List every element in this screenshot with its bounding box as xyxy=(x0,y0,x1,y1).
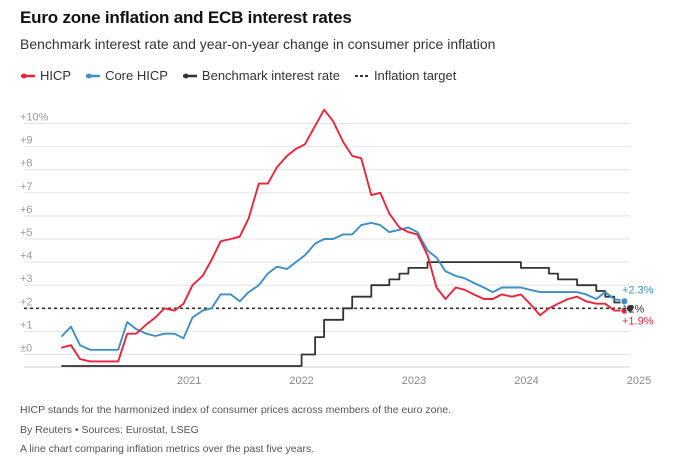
chart-subtitle: Benchmark interest rate and year-on-year… xyxy=(20,36,496,52)
end-marker-benchmark-interest-rate xyxy=(625,303,635,314)
x-tick-label: 2024 xyxy=(514,375,538,387)
x-tick-label: 2022 xyxy=(289,375,313,387)
end-labels: +2.3% +2%+1.9% xyxy=(622,284,654,327)
series-line-benchmark-interest-rate xyxy=(61,261,631,367)
end-markers xyxy=(620,297,635,315)
legend-item-hicp: HICP xyxy=(20,68,71,83)
legend-item-inflation-target: Inflation target xyxy=(354,68,456,83)
y-tick-label: +5 xyxy=(20,227,33,239)
legend-label-inflation-target: Inflation target xyxy=(373,68,457,83)
y-axis-tick-labels: ±0 +1 +2 +3 +4 +5 +6 +7 +8 +9 +10% xyxy=(20,112,49,355)
y-tick-label: +7 xyxy=(20,181,33,193)
y-tick-label: +1 xyxy=(20,319,33,331)
y-tick-label: +6 xyxy=(20,204,33,216)
legend-label-hicp: HICP xyxy=(40,68,72,83)
legend-item-benchmark-rate: Benchmark interest rate xyxy=(182,68,340,83)
series-line-hicp xyxy=(61,108,626,363)
legend-item-core-hicp: Core HICP xyxy=(85,68,168,83)
legend: HICP Core HICP Benchmark interest rate I… xyxy=(20,68,470,83)
legend-swatch-core-hicp xyxy=(86,73,101,78)
end-marker-core-hicp xyxy=(620,297,629,306)
legend-swatch-benchmark-rate xyxy=(182,73,197,78)
series-line-core-hicp xyxy=(61,221,626,351)
line-chart: ±0+1+2+3+4+5+6+7+8+9+10% 2021 2022 2023 202… xyxy=(20,108,654,387)
y-tick-label: +9 xyxy=(20,135,33,147)
y-tick-label: +3 xyxy=(20,273,33,285)
end-label-hicp: +1.9% xyxy=(622,316,654,328)
legend-label-benchmark-rate: Benchmark interest rate xyxy=(201,68,340,83)
end-label-benchmark-interest-rate: +2% xyxy=(622,303,645,315)
legend-swatch-inflation-target xyxy=(354,74,369,77)
end-label-core-hicp: +2.3% xyxy=(622,284,654,296)
y-tick-label: ±0 xyxy=(20,342,32,354)
grid-lines xyxy=(24,123,630,368)
x-tick-label: 2025 xyxy=(627,375,651,387)
x-axis-tick-labels: 2021 2022 2023 2024 2025 xyxy=(177,375,651,387)
y-tick-label: +4 xyxy=(20,250,33,262)
footnote-definition: HICP stands for the harmonized index of … xyxy=(20,404,452,416)
x-tick-label: 2023 xyxy=(402,375,426,387)
legend-swatch-hicp xyxy=(21,73,35,78)
y-tick-label: +2 xyxy=(20,296,33,308)
x-tick-label: 2021 xyxy=(177,375,201,387)
chart-title: Euro zone inflation and ECB interest rat… xyxy=(20,8,352,27)
footnote-alt-text: A line chart comparing inflation metrics… xyxy=(20,443,315,455)
series-lines xyxy=(61,108,631,367)
legend-label-core-hicp: Core HICP xyxy=(105,68,168,83)
footnote-source: By Reuters • Sources: Eurostat, LSEG xyxy=(20,424,199,436)
y-tick-label: +10% xyxy=(20,112,49,124)
y-tick-label: +8 xyxy=(20,158,33,170)
